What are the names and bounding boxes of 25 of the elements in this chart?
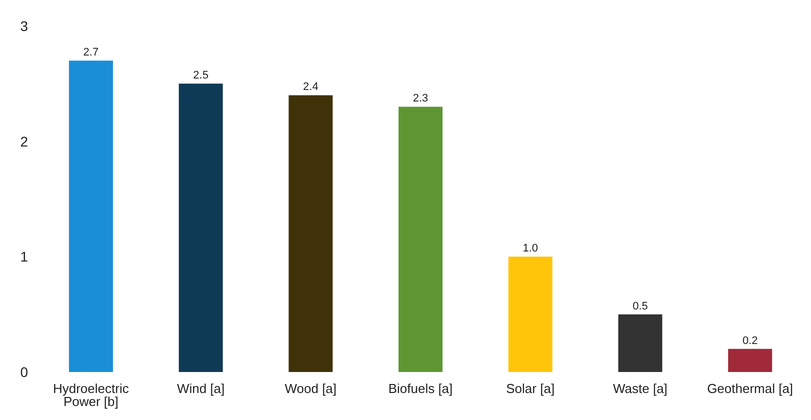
bar — [398, 106, 443, 372]
data-label: 2.7 — [83, 46, 99, 59]
x-tick-label: Wind [a] — [176, 381, 225, 396]
data-label: 0.5 — [632, 300, 648, 312]
bar — [508, 256, 552, 372]
bar — [68, 60, 113, 372]
x-tick-label: Biofuels [a] — [388, 381, 453, 396]
bar — [178, 84, 223, 372]
x-tick-label: Hydroelectric Power [b] — [53, 381, 130, 410]
bar — [728, 348, 772, 372]
data-label: 1.0 — [522, 242, 538, 255]
y-tick-label: 0 — [20, 364, 28, 380]
bar — [288, 95, 333, 372]
data-label: 2.3 — [412, 92, 428, 105]
y-tick-label: 2 — [20, 133, 28, 150]
y-tick-label: 3 — [20, 18, 28, 34]
data-label: 2.5 — [193, 70, 208, 82]
x-tick-label: Waste [a] — [612, 381, 668, 396]
bar — [618, 314, 662, 372]
x-tick-label: Wood [a] — [284, 381, 337, 396]
data-label: 2.4 — [303, 81, 318, 94]
y-tick-label: 1 — [20, 248, 28, 265]
x-tick-label: Solar [a] — [506, 381, 555, 396]
data-label: 0.2 — [742, 334, 758, 347]
x-tick-label: Geothermal [a] — [707, 381, 794, 396]
